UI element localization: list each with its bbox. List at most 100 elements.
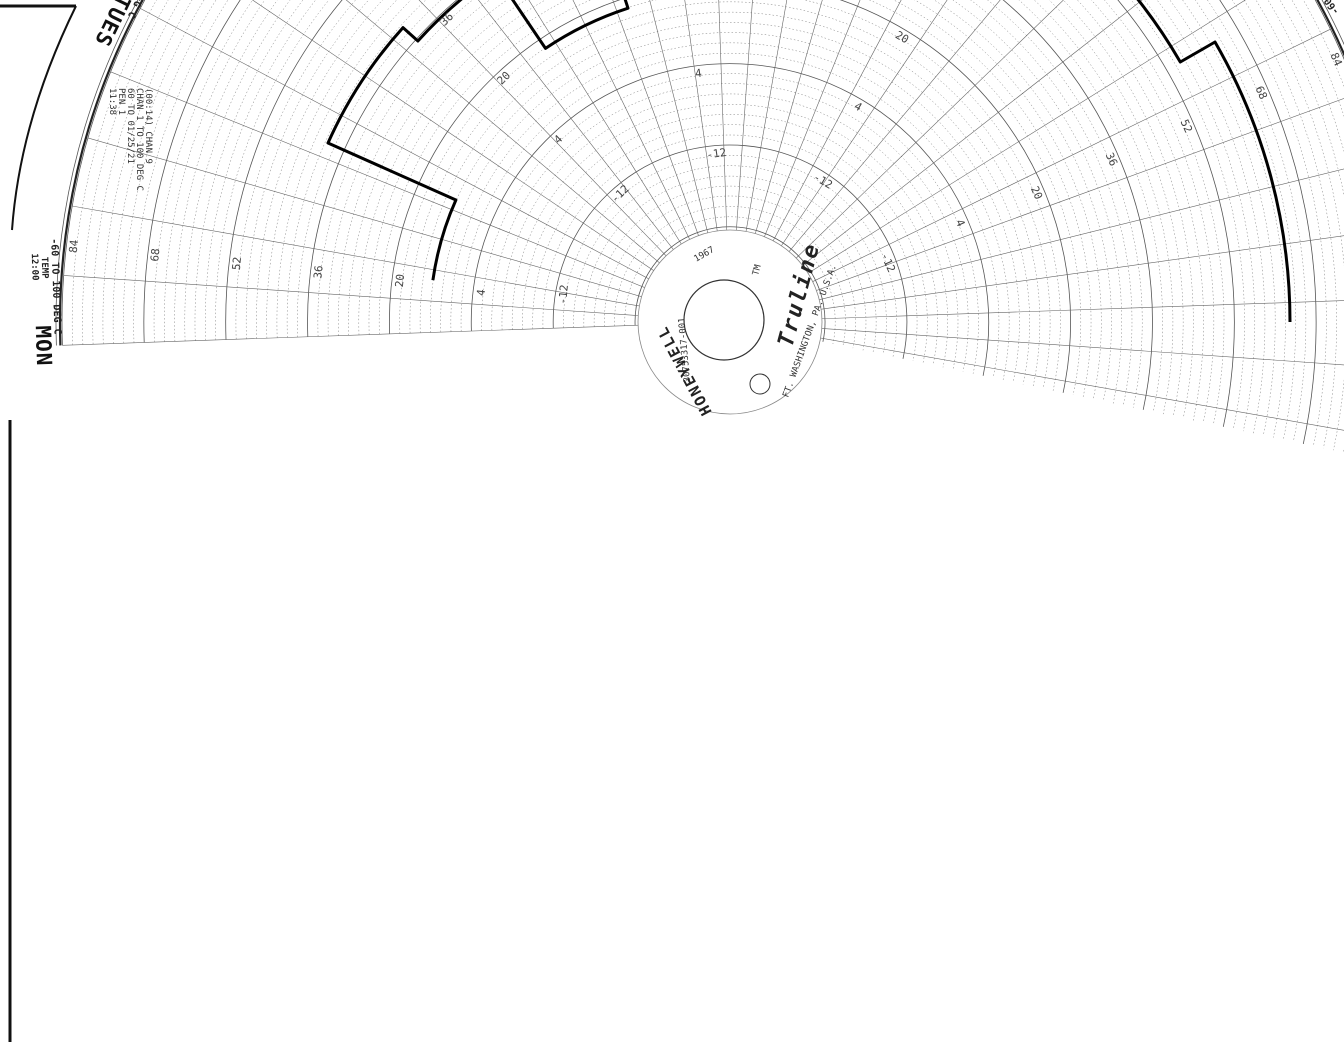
grid-radial [744, 0, 788, 239]
grid-radial [612, 0, 702, 243]
grid-circle [143, 0, 1317, 444]
grid-circle [470, 63, 990, 376]
grid-circle [235, 0, 1225, 425]
pen-trace [326, 0, 1292, 323]
grid-radial [806, 28, 1331, 285]
grid-radial [735, 0, 753, 238]
grid-radial [761, 0, 861, 244]
scale-label: 84 [67, 239, 81, 254]
grid-circle [460, 53, 1000, 378]
grid-radial [801, 0, 1246, 278]
grid-circle [378, 0, 1082, 395]
grid-radial [812, 168, 1344, 302]
grid-circle [307, 0, 1153, 410]
grid-circle [389, 0, 1071, 393]
grid-radial [814, 300, 1344, 320]
time-label: 12:00 [29, 253, 40, 280]
grid-circle [123, 0, 1337, 449]
grid-circle [174, 0, 1286, 438]
scale-label: 4 [852, 99, 865, 114]
grid-radial [63, 275, 646, 317]
grid-radial [62, 324, 646, 346]
grid-radial [753, 0, 823, 241]
grid-radial [809, 98, 1344, 294]
header-note-line: PEN 1 [116, 88, 126, 115]
grid-radial [769, 0, 902, 248]
grid-circle [194, 0, 1266, 434]
scale-label: 36 [1103, 151, 1120, 168]
grid-radial [140, 8, 656, 283]
header-note-line: 11:38 [107, 88, 117, 115]
grid-circle [225, 0, 1235, 427]
grid-circle [368, 0, 1092, 398]
header-note: 11:38 PEN 1 60 TO 01/25/21 CHAN 1 TO 100… [107, 88, 153, 191]
grid-circle [245, 0, 1215, 423]
grid-circle [133, 0, 1327, 447]
scale-label: 68 [148, 248, 162, 263]
scale-label: 68 [1253, 84, 1270, 101]
grid-circle [440, 32, 1020, 383]
grid-circle [112, 0, 1344, 451]
header-note-line: CHAN 1 TO 100 DEG C [134, 88, 144, 191]
day-section-label: THURS-60 TO 100 DEG CTEMP00:00 [1276, 0, 1342, 16]
temperature-trace [326, 0, 1292, 323]
grid-circle [511, 104, 948, 368]
scale-label: 36 [311, 265, 325, 280]
scale-label: -12 [608, 182, 631, 205]
grid-radial [777, 0, 948, 252]
grid-radial [345, 0, 666, 268]
day-section-label: TUES-60 TO 100 DEG CTEMP00:00 [90, 0, 177, 51]
grid-radial [796, 0, 1143, 270]
grid-circle [614, 206, 846, 347]
grid-circle [184, 0, 1276, 436]
temp-label: TEMP [39, 257, 50, 280]
scale-label: 4 [694, 67, 703, 81]
grid-circle [593, 185, 867, 351]
grid-radial [418, 0, 672, 262]
grid-radial [814, 327, 1344, 366]
grid-radial [72, 205, 647, 308]
day-label: MON [31, 325, 56, 367]
scale-label: 36 [438, 10, 457, 29]
paper-edge [11, 5, 77, 231]
grid-radial [528, 0, 686, 251]
grid-radial [110, 71, 652, 291]
grid-circle [215, 0, 1245, 430]
scale-label: -12 [556, 284, 571, 305]
grid-radial [649, 0, 710, 240]
range-label: -60 TO 100 DEG C [48, 238, 62, 335]
scale-label: -12 [811, 170, 835, 191]
scale-label: 20 [893, 28, 911, 46]
scale-label: 52 [1178, 117, 1195, 134]
scale-label: -12 [878, 251, 898, 274]
grid-circle [624, 216, 836, 344]
scale-label: 4 [551, 132, 565, 146]
grid-radial [813, 336, 1344, 431]
grid-circle [327, 0, 1133, 406]
grid-circle [532, 124, 928, 364]
grid-circle [409, 1, 1051, 389]
scale-label: 4 [474, 288, 488, 296]
tm-mark: TM [751, 263, 764, 277]
grid-radial [572, 0, 693, 246]
grid-circle [348, 0, 1112, 402]
scale-label: 84 [1327, 51, 1344, 69]
grid-radial [87, 137, 649, 299]
grid-radial [784, 0, 1001, 258]
grid-circle [573, 165, 887, 355]
grid-circle [317, 0, 1143, 408]
grid-circle [563, 155, 897, 357]
grid-radial [814, 235, 1344, 311]
grid-circle [501, 93, 959, 370]
grid-circle [450, 42, 1010, 381]
scale-label: 20 [1028, 184, 1045, 201]
grid-radial [790, 0, 1064, 264]
grid-radial [718, 0, 728, 238]
grid-circle [491, 83, 969, 372]
grid-radial [684, 0, 719, 238]
grid-circle [583, 175, 877, 353]
center-hub: HONEYWELL 30753317-001 1967 Truline TM F… [637, 229, 839, 419]
grid-radial [252, 0, 660, 275]
